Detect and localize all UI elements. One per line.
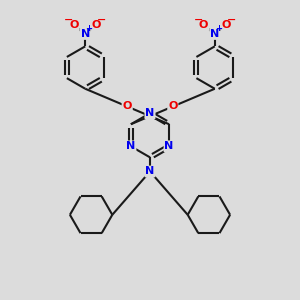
Text: N: N <box>210 29 219 39</box>
Text: O: O <box>199 20 208 30</box>
Text: N: N <box>164 141 174 151</box>
Text: +: + <box>85 25 92 34</box>
Text: −: − <box>97 15 106 25</box>
Text: O: O <box>92 20 101 30</box>
Text: −: − <box>64 15 74 25</box>
Text: N: N <box>81 29 90 39</box>
Text: O: O <box>122 101 132 112</box>
Text: N: N <box>146 167 154 176</box>
Text: O: O <box>168 101 178 112</box>
Text: +: + <box>215 25 222 34</box>
Text: −: − <box>226 15 236 25</box>
Text: N: N <box>126 141 136 151</box>
Text: N: N <box>146 108 154 118</box>
Text: −: − <box>194 15 203 25</box>
Text: O: O <box>221 20 231 30</box>
Text: O: O <box>69 20 79 30</box>
